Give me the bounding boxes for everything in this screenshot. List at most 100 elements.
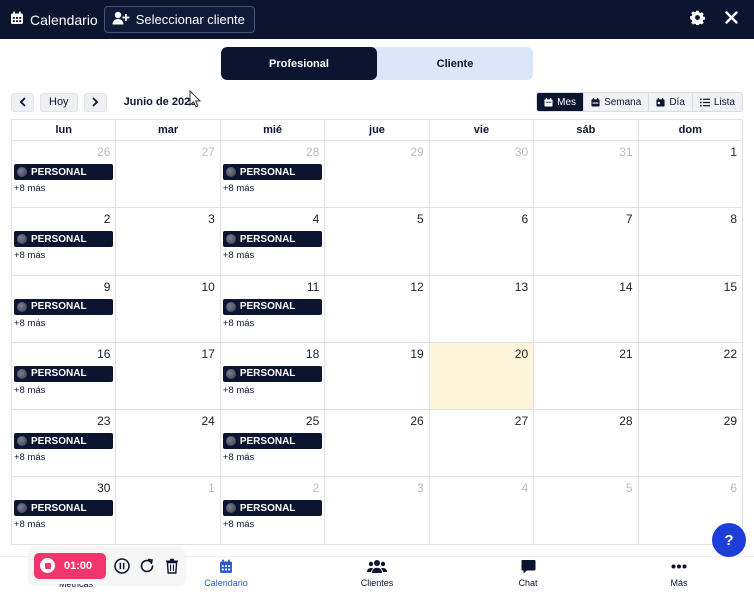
day-number[interactable]: 10: [201, 279, 215, 294]
day-number[interactable]: 29: [410, 145, 424, 159]
calendar-day-cell[interactable]: 29: [325, 141, 430, 209]
day-number[interactable]: 30: [97, 481, 111, 496]
calendar-day-cell[interactable]: 5: [534, 477, 639, 545]
event-chip[interactable]: PERSONAL: [222, 433, 323, 450]
day-number[interactable]: 3: [208, 212, 215, 227]
nav-chat[interactable]: Chat: [483, 559, 573, 588]
day-number[interactable]: 9: [103, 279, 111, 294]
event-chip[interactable]: PERSONAL: [14, 298, 114, 315]
calendar-day-cell[interactable]: 2 PERSONAL +8 más: [12, 208, 117, 276]
calendar-day-cell[interactable]: 11 PERSONAL +8 más: [220, 275, 326, 343]
timer-stop-button[interactable]: 01:00: [34, 552, 106, 579]
event-chip[interactable]: PERSONAL: [14, 500, 114, 517]
view-month-button[interactable]: Mes: [537, 93, 584, 111]
more-events-link[interactable]: +8 más: [14, 183, 46, 194]
calendar-day-cell-today[interactable]: 20: [429, 342, 535, 411]
day-number[interactable]: 16: [97, 346, 111, 361]
calendar-day-cell[interactable]: 3: [325, 477, 430, 545]
close-icon[interactable]: [725, 10, 738, 29]
calendar-day-cell[interactable]: 9 PERSONAL +8 más: [12, 275, 117, 343]
prev-month-button[interactable]: [11, 92, 34, 112]
day-number[interactable]: 11: [306, 279, 320, 294]
calendar-day-cell[interactable]: 18 PERSONAL +8 más: [220, 342, 326, 411]
nav-clientes[interactable]: Clientes: [332, 559, 422, 588]
view-list-button[interactable]: Lista: [691, 93, 742, 111]
day-number[interactable]: 20: [514, 346, 529, 361]
calendar-day-cell[interactable]: 29: [638, 410, 743, 478]
day-number[interactable]: 28: [619, 414, 633, 429]
calendar-day-cell[interactable]: 6: [429, 208, 535, 276]
day-number[interactable]: 7: [625, 212, 633, 227]
day-number[interactable]: 2: [103, 212, 111, 227]
day-number[interactable]: 23: [97, 414, 111, 429]
calendar-day-cell[interactable]: 25 PERSONAL +8 más: [220, 410, 326, 478]
nav-mas[interactable]: Más: [634, 559, 724, 588]
help-button[interactable]: ?: [712, 523, 746, 557]
today-button[interactable]: Hoy: [40, 92, 78, 112]
calendar-day-cell[interactable]: 14: [534, 275, 639, 343]
day-number[interactable]: 6: [730, 481, 737, 496]
event-chip[interactable]: PERSONAL: [222, 164, 323, 180]
calendar-day-cell[interactable]: 26 PERSONAL +8 más: [12, 141, 117, 209]
day-number[interactable]: 26: [410, 414, 424, 429]
calendar-day-cell[interactable]: 3: [116, 208, 221, 276]
day-number[interactable]: 8: [730, 212, 737, 227]
more-events-link[interactable]: +8 más: [14, 452, 46, 464]
more-events-link[interactable]: +8 más: [14, 317, 46, 329]
calendar-day-cell[interactable]: 26: [325, 410, 430, 478]
view-week-button[interactable]: Semana: [583, 93, 649, 111]
day-number[interactable]: 17: [201, 346, 215, 361]
more-events-link[interactable]: +8 más: [14, 384, 46, 396]
day-number[interactable]: 13: [514, 279, 529, 294]
event-chip[interactable]: PERSONAL: [222, 500, 323, 517]
event-chip[interactable]: PERSONAL: [14, 433, 114, 450]
switch-option-profesional[interactable]: Profesional: [221, 47, 377, 80]
next-month-button[interactable]: [83, 92, 107, 112]
calendar-day-cell[interactable]: 1: [116, 477, 221, 545]
day-number[interactable]: 15: [723, 279, 737, 294]
calendar-day-cell[interactable]: 13: [429, 275, 535, 343]
day-number[interactable]: 14: [619, 279, 633, 294]
event-chip[interactable]: PERSONAL: [14, 231, 114, 248]
day-number[interactable]: 22: [723, 346, 737, 361]
calendar-day-cell[interactable]: 15: [638, 275, 743, 343]
calendar-day-cell[interactable]: 28 PERSONAL +8 más: [220, 141, 326, 209]
day-number[interactable]: 5: [625, 481, 633, 496]
more-events-link[interactable]: +8 más: [222, 250, 255, 262]
event-chip[interactable]: PERSONAL: [222, 231, 323, 248]
gear-icon[interactable]: [690, 10, 705, 30]
day-number[interactable]: 5: [417, 212, 424, 227]
day-number[interactable]: 19: [410, 346, 424, 361]
day-number[interactable]: 29: [723, 414, 737, 429]
calendar-day-cell[interactable]: 5: [325, 208, 430, 276]
calendar-day-cell[interactable]: 1: [638, 141, 743, 209]
more-events-link[interactable]: +8 más: [14, 250, 46, 262]
trash-icon[interactable]: [163, 557, 181, 575]
calendar-day-cell[interactable]: 2 PERSONAL +8 más: [220, 477, 326, 545]
day-number[interactable]: 2: [312, 481, 320, 496]
nav-calendario[interactable]: Calendario: [181, 559, 271, 588]
day-number[interactable]: 1: [208, 481, 215, 496]
event-chip[interactable]: PERSONAL: [14, 164, 114, 180]
day-number[interactable]: 25: [305, 414, 320, 429]
calendar-day-cell[interactable]: 28: [534, 410, 639, 478]
view-day-button[interactable]: Día: [648, 93, 692, 111]
event-chip[interactable]: PERSONAL: [222, 298, 323, 315]
day-number[interactable]: 27: [201, 145, 215, 159]
calendar-day-cell[interactable]: 27: [116, 141, 221, 209]
day-number[interactable]: 24: [201, 414, 215, 429]
day-number[interactable]: 6: [521, 212, 529, 227]
pause-icon[interactable]: [113, 557, 131, 575]
calendar-day-cell[interactable]: 4: [429, 477, 535, 545]
more-events-link[interactable]: +8 más: [222, 452, 255, 464]
more-events-link[interactable]: +8 más: [222, 384, 255, 396]
calendar-day-cell[interactable]: 24: [116, 410, 221, 478]
day-number[interactable]: 21: [619, 346, 633, 361]
calendar-day-cell[interactable]: 21: [534, 342, 639, 411]
calendar-day-cell[interactable]: 23 PERSONAL +8 más: [12, 410, 117, 478]
calendar-day-cell[interactable]: 30: [429, 141, 535, 209]
nav-metricas[interactable]: Métricas: [31, 559, 121, 589]
day-number[interactable]: 26: [97, 145, 111, 159]
calendar-day-cell[interactable]: 19: [325, 342, 430, 411]
calendar-day-cell[interactable]: 6: [638, 477, 743, 545]
